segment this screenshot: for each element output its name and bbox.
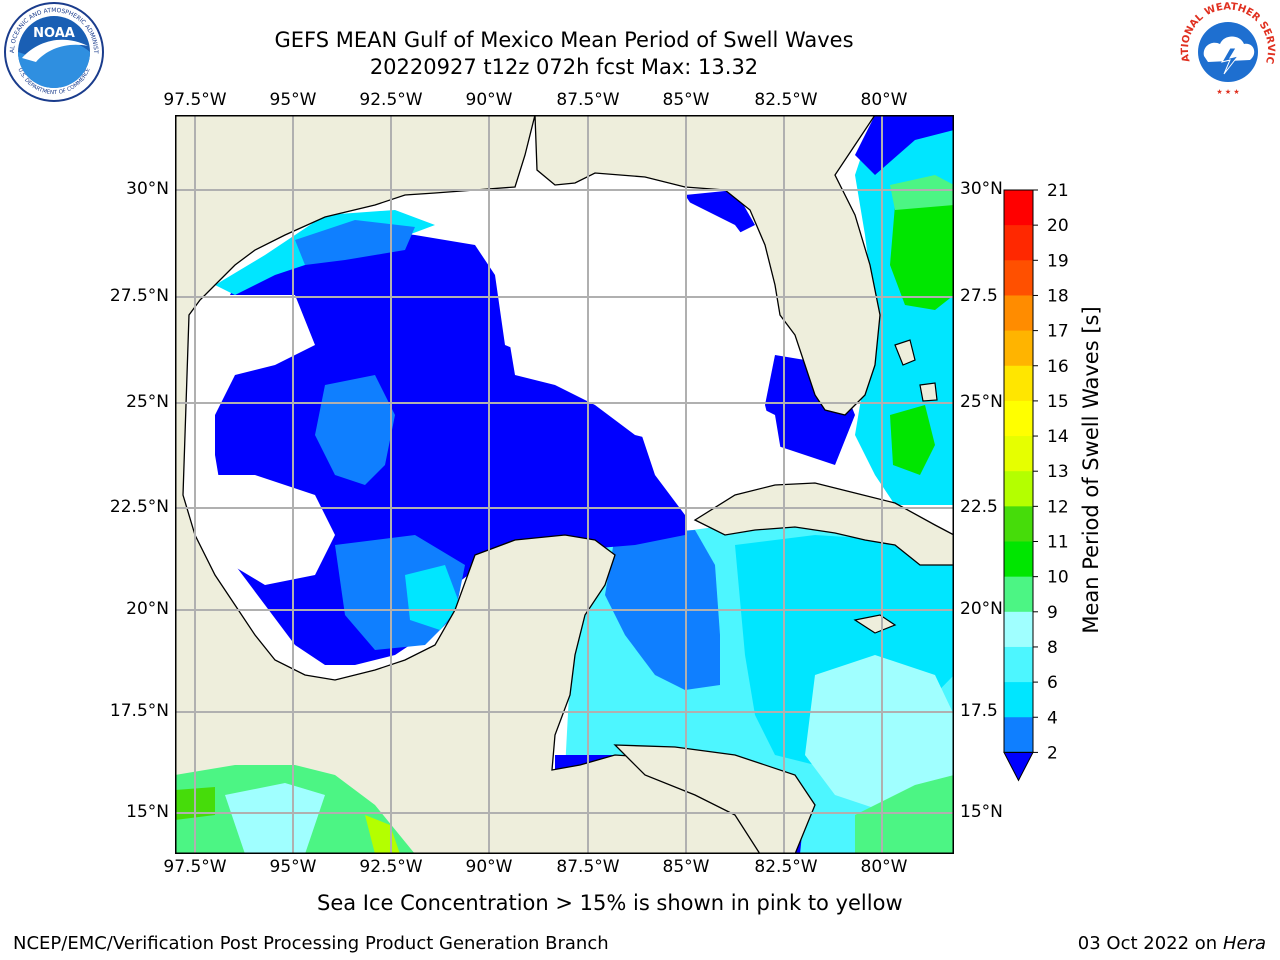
graticule [175,115,954,854]
footer-date-text: 03 Oct 2022 on [1077,933,1223,954]
lat-label-right-7: 15°N [960,802,1003,822]
colorbar-segment [1004,260,1033,296]
sea-ice-note: Sea Ice Concentration > 15% is shown in … [317,891,903,915]
colorbar-segment [1004,471,1033,507]
colorbar-tick-label: 19 [1047,251,1069,271]
land-cuba [693,482,954,566]
colorbar-tick-label: 16 [1047,357,1069,377]
lat-label-right-4: 22.5 [960,497,998,517]
colorbar-tick-label: 9 [1047,603,1058,623]
nws-stars: ★ ★ ★ [1216,88,1239,96]
colorbar: 2 4 6 8 9 10 11 12 13 14 15 16 17 18 19 20 21 Mean Perio… [1003,181,1103,782]
colorbar-segment [1004,190,1033,226]
lat-label-right-1: 30°N [960,179,1003,199]
noaa-logo-text: NOAA [33,26,75,41]
colorbar-segment [1004,682,1033,718]
colorbar-segment [1004,295,1033,332]
colorbar-tick-label: 17 [1047,322,1069,342]
colorbar-segment [1004,576,1033,613]
nws-logo: NATIONAL WEATHER SERVICE ★ ★ ★ [1178,0,1276,98]
atlantic-blue-edge [855,115,954,175]
colorbar-segment [1004,330,1033,367]
lon-label-bottom-2: 95°W [269,857,317,877]
caribbean-light-band [805,655,954,815]
lat-label-left-1: 30°N [126,179,169,199]
lat-label-left-3: 25°N [126,392,169,412]
lon-label-top-2: 95°W [269,90,317,110]
footer-machine: Hera [1222,933,1266,954]
colorbar-tick-label: 21 [1047,181,1069,201]
footer-date: 03 Oct 2022 on Hera [1078,933,1266,954]
colorbar-tick-label: 18 [1047,286,1069,306]
land-bahamas [894,339,938,402]
lon-label-bottom-4: 90°W [465,857,513,877]
florida-shelf-blue [685,190,755,235]
gulf-gap-west [205,295,315,415]
colorbar-tick-label: 6 [1047,673,1058,693]
atlantic-light-green [890,175,954,210]
colorbar-tick-label: 10 [1047,568,1069,588]
lat-label-left-4: 22.5°N [109,497,169,517]
colorbar-extend-triangle [1003,751,1034,782]
colorbar-segment [1004,436,1033,472]
colorbar-tick-label: 4 [1047,708,1058,728]
colorbar-segment [1004,541,1033,578]
lon-label-bottom-7: 82.5°W [754,857,818,877]
colorbar-segment [1004,611,1033,648]
lat-label-left-2: 27.5°N [109,286,169,306]
lat-label-right-3: 25°N [960,392,1003,412]
lat-label-right-6: 17.5 [960,701,998,721]
gulf-gap-center [495,185,775,445]
colorbar-segment [1004,646,1033,683]
colorbar-segment [1004,717,1033,753]
caribbean-green-patch [855,775,954,854]
colorbar-tick-label: 12 [1047,497,1069,517]
land-central-america [613,744,816,854]
land-jamaica [853,614,897,634]
lon-label-top-5: 87.5°W [556,90,620,110]
map-frame [175,115,954,854]
gulf-gap-east [635,395,785,515]
lon-label-top-8: 80°W [860,90,908,110]
colorbar-tick-label: 2 [1047,743,1058,763]
lat-label-left-7: 15°N [126,802,169,822]
lat-label-left-6: 17.5°N [109,701,169,721]
colorbar-tick-label: 13 [1047,462,1069,482]
lon-label-bottom-1: 97.5°W [163,857,227,877]
lat-label-left-5: 20°N [126,599,169,619]
colorbar-segment [1004,400,1033,437]
colorbar-tick-label: 8 [1047,638,1058,658]
gulf-deep-blue-field [215,225,685,665]
colorbar-segment [1004,365,1033,402]
straits-green-patch [890,405,935,475]
lon-label-bottom-6: 85°W [662,857,710,877]
gulf-gap-southwest [195,475,335,585]
lon-label-top-1: 97.5°W [163,90,227,110]
gulf-northwest-blue [295,220,415,265]
atlantic-green-patch [890,195,954,310]
colorbar-tick-label: 14 [1047,427,1069,447]
noaa-logo: NATIONAL OCEANIC AND ATMOSPHERIC ADMINIS… [2,0,104,102]
colorbar-segment [1004,225,1033,261]
lon-label-bottom-8: 80°W [860,857,908,877]
map-title: GEFS MEAN Gulf of Mexico Mean Period of … [274,28,854,52]
colorbar-tick-label: 11 [1047,533,1069,553]
pacific-light-band [225,783,325,854]
lon-label-bottom-3: 92.5°W [359,857,423,877]
colorbar-segment [1004,506,1033,542]
swell-period-map [175,115,954,854]
colorbar-tick-label: 20 [1047,216,1069,236]
lon-label-top-3: 92.5°W [359,90,423,110]
colorbar-label: Mean Period of Swell Waves [s] [1079,306,1103,633]
footer-branch: NCEP/EMC/Verification Post Processing Pr… [13,933,609,954]
lon-label-top-7: 82.5°W [754,90,818,110]
lon-label-bottom-5: 87.5°W [556,857,620,877]
lon-label-top-4: 90°W [465,90,513,110]
colorbar-tick-label: 15 [1047,392,1069,412]
lon-label-top-6: 85°W [662,90,710,110]
map-subtitle: 20220927 t12z 072h fcst Max: 13.32 [369,55,759,79]
gulf-campeche-core [405,565,460,630]
lat-label-right-5: 20°N [960,599,1003,619]
lat-label-right-2: 27.5 [960,286,998,306]
